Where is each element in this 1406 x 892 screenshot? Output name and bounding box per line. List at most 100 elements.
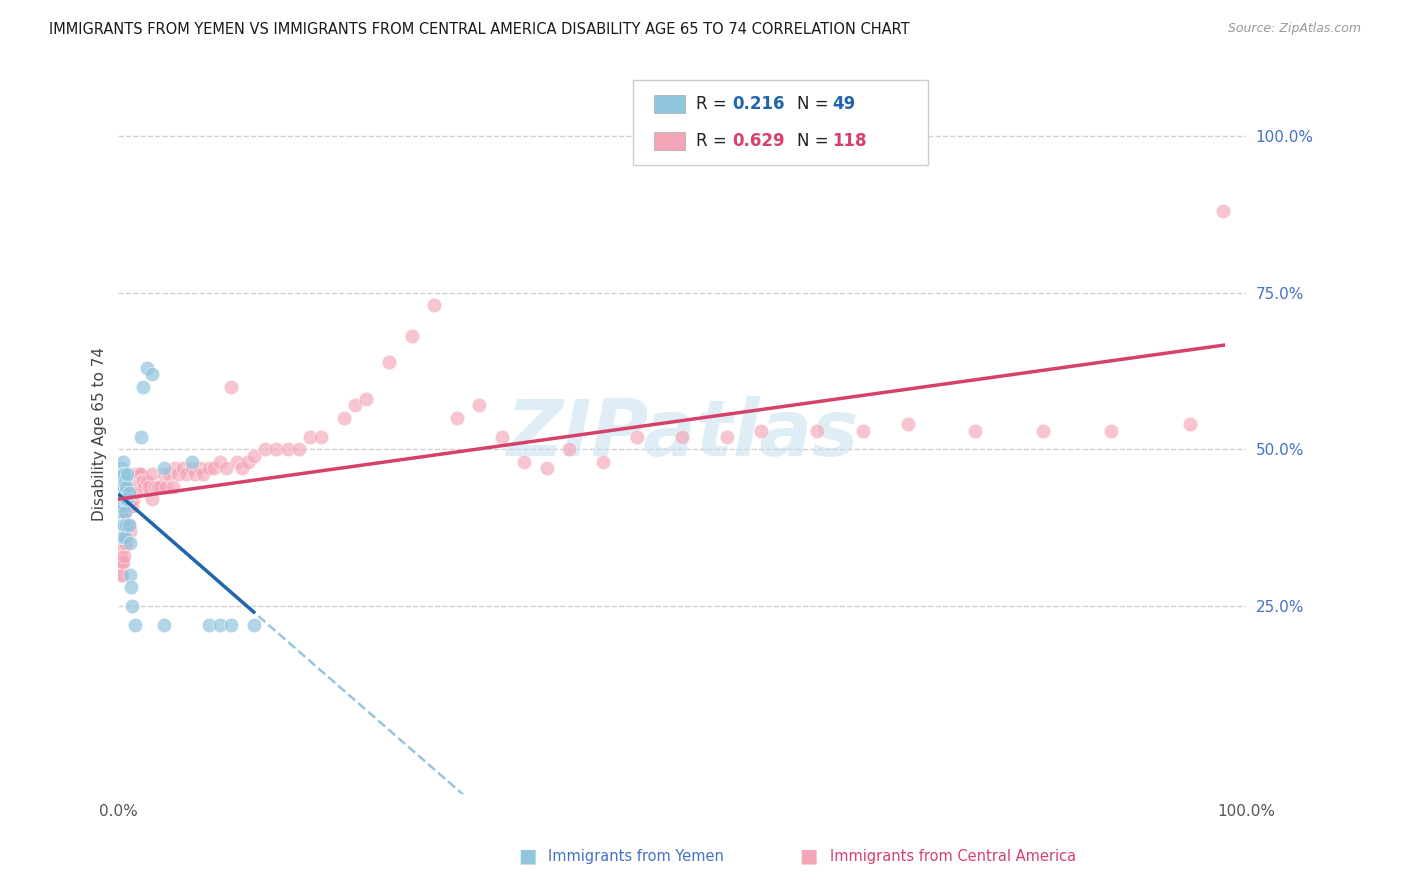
Point xyxy=(115,536,138,550)
Point xyxy=(108,536,131,550)
Point xyxy=(111,530,134,544)
Point xyxy=(128,467,150,482)
Point xyxy=(124,467,146,482)
Point xyxy=(184,467,207,482)
Point xyxy=(124,486,146,500)
Point xyxy=(172,461,194,475)
Point xyxy=(558,442,581,457)
Point xyxy=(143,480,166,494)
Point xyxy=(277,442,299,457)
Point xyxy=(117,492,139,507)
Point xyxy=(231,461,253,475)
Text: R =: R = xyxy=(696,132,733,150)
Text: N =: N = xyxy=(797,132,834,150)
Point xyxy=(114,486,136,500)
Text: ■: ■ xyxy=(799,847,818,866)
Point xyxy=(115,480,138,494)
Point xyxy=(208,455,231,469)
Point xyxy=(120,580,142,594)
Point xyxy=(174,467,197,482)
Point xyxy=(146,480,169,494)
Point xyxy=(114,505,136,519)
Text: 0.629: 0.629 xyxy=(733,132,785,150)
Text: R =: R = xyxy=(696,95,733,113)
Point xyxy=(112,530,135,544)
Point xyxy=(110,505,132,519)
Point xyxy=(197,618,219,632)
Point xyxy=(121,480,143,494)
Point xyxy=(111,499,134,513)
Point xyxy=(117,517,139,532)
Point xyxy=(108,499,131,513)
Text: 118: 118 xyxy=(832,132,868,150)
Point xyxy=(114,517,136,532)
Point xyxy=(141,467,163,482)
Point xyxy=(163,461,186,475)
Point xyxy=(117,499,139,513)
Point xyxy=(115,517,138,532)
Point xyxy=(513,455,536,469)
Point xyxy=(122,467,145,482)
Point xyxy=(219,618,242,632)
Point xyxy=(111,455,134,469)
Text: IMMIGRANTS FROM YEMEN VS IMMIGRANTS FROM CENTRAL AMERICA DISABILITY AGE 65 TO 74: IMMIGRANTS FROM YEMEN VS IMMIGRANTS FROM… xyxy=(49,22,910,37)
Point xyxy=(111,467,134,482)
Point xyxy=(117,480,139,494)
Point xyxy=(266,442,288,457)
Point xyxy=(118,536,141,550)
Point xyxy=(242,618,264,632)
Point xyxy=(253,442,276,457)
Text: N =: N = xyxy=(797,95,834,113)
Point xyxy=(111,505,134,519)
Point xyxy=(671,430,693,444)
Point xyxy=(108,555,131,569)
Point xyxy=(114,505,136,519)
Text: Immigrants from Yemen: Immigrants from Yemen xyxy=(548,849,724,863)
Point xyxy=(132,474,155,488)
Point xyxy=(111,499,134,513)
Point xyxy=(112,499,135,513)
Point xyxy=(110,555,132,569)
Point xyxy=(114,530,136,544)
Point xyxy=(180,455,202,469)
Point xyxy=(120,480,142,494)
Point xyxy=(118,524,141,538)
Text: 49: 49 xyxy=(832,95,856,113)
Point xyxy=(132,379,155,393)
Point xyxy=(626,430,648,444)
Point xyxy=(749,424,772,438)
Point xyxy=(111,505,134,519)
Point xyxy=(135,474,157,488)
Point xyxy=(152,461,174,475)
Point xyxy=(111,536,134,550)
Text: ■: ■ xyxy=(517,847,537,866)
Point xyxy=(112,517,135,532)
Point xyxy=(117,517,139,532)
Point xyxy=(129,467,152,482)
Point xyxy=(716,430,738,444)
Point xyxy=(131,474,153,488)
Point xyxy=(208,618,231,632)
Point xyxy=(111,486,134,500)
Point xyxy=(202,461,225,475)
Point xyxy=(446,411,468,425)
Point xyxy=(423,298,446,312)
Point xyxy=(852,424,875,438)
Point xyxy=(118,499,141,513)
Point xyxy=(120,499,142,513)
Text: Immigrants from Central America: Immigrants from Central America xyxy=(830,849,1076,863)
Point xyxy=(111,555,134,569)
Point xyxy=(111,517,134,532)
Point xyxy=(191,467,214,482)
Point xyxy=(128,474,150,488)
Point xyxy=(108,517,131,532)
Point xyxy=(155,480,177,494)
Point xyxy=(117,467,139,482)
Point xyxy=(299,430,322,444)
Point xyxy=(111,555,134,569)
Point xyxy=(111,492,134,507)
Point xyxy=(121,599,143,614)
Point xyxy=(806,424,828,438)
Point xyxy=(111,530,134,544)
Point xyxy=(356,392,378,406)
